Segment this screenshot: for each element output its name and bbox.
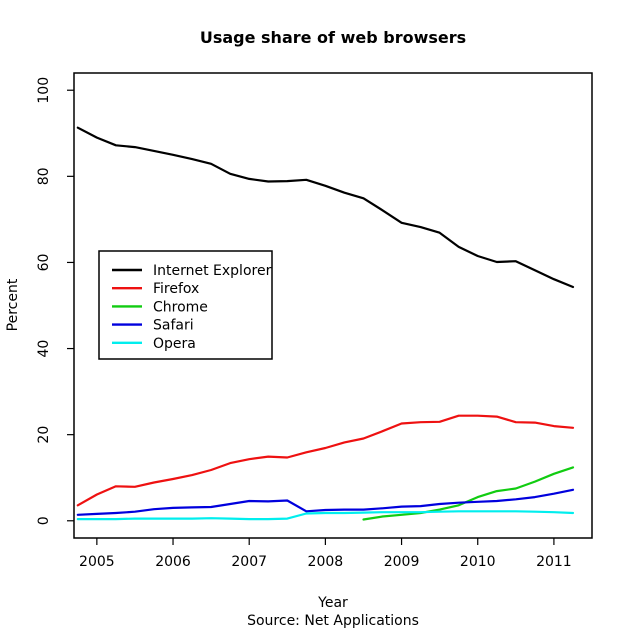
y-tick-label: 40 bbox=[36, 340, 52, 358]
y-tick-label: 80 bbox=[36, 167, 52, 185]
x-tick-label: 2011 bbox=[536, 554, 572, 570]
series-line-opera bbox=[76, 510, 575, 521]
legend-label: Firefox bbox=[153, 281, 199, 297]
plot-frame bbox=[73, 72, 593, 539]
series-line-safari bbox=[76, 488, 575, 516]
axes: 2005 2006 2007 2008 2009 2010 2011 0 20 40 60 80 100 bbox=[36, 77, 572, 570]
x-tick-label: 2007 bbox=[231, 554, 267, 570]
x-axis-label: Year bbox=[317, 595, 348, 611]
legend-label: Opera bbox=[153, 336, 196, 352]
chart-title: Usage share of web browsers bbox=[200, 28, 466, 47]
series-line-firefox bbox=[76, 414, 575, 507]
x-tick-label: 2009 bbox=[384, 554, 420, 570]
legend-label: Internet Explorer bbox=[153, 263, 272, 279]
y-axis-label: Percent bbox=[5, 278, 21, 331]
y-tick-label: 20 bbox=[36, 426, 52, 444]
series-line-internet-explorer bbox=[76, 126, 575, 289]
y-tick-label: 60 bbox=[36, 254, 52, 272]
x-tick-label: 2005 bbox=[79, 554, 115, 570]
x-tick-label: 2006 bbox=[155, 554, 191, 570]
source-note: Source: Net Applications bbox=[247, 613, 419, 629]
y-tick-label: 100 bbox=[36, 77, 52, 104]
x-tick-label: 2008 bbox=[308, 554, 344, 570]
y-tick-label: 0 bbox=[36, 516, 52, 525]
series-layer bbox=[76, 126, 575, 521]
x-tick-label: 2010 bbox=[460, 554, 496, 570]
legend-label: Safari bbox=[153, 318, 194, 334]
legend: Internet Explorer Firefox Chrome Safari Oper… bbox=[98, 250, 273, 360]
legend-label: Chrome bbox=[153, 299, 208, 315]
